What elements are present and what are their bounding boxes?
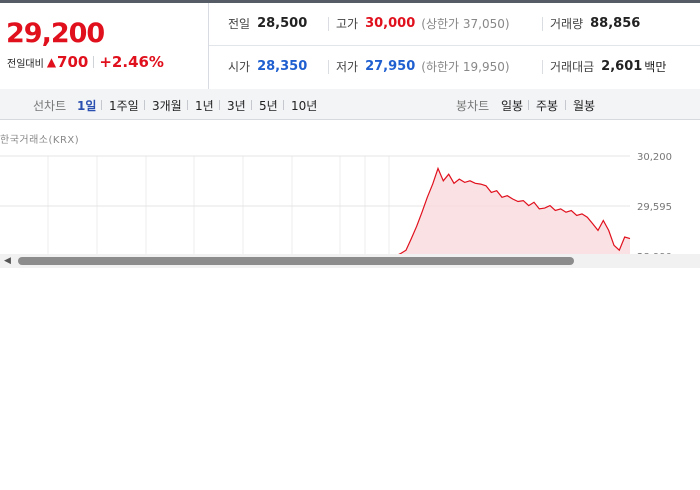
divider <box>251 100 252 110</box>
stat-limit: (하한가 19,950) <box>421 60 510 74</box>
current-price: 29,200 <box>6 18 105 49</box>
change-percent: +2.46% <box>99 53 164 71</box>
divider <box>144 100 145 110</box>
intraday-chart: 30,200 29,595 28,990 <box>0 152 672 255</box>
stat-value: 88,856 <box>590 16 641 31</box>
stats-grid: 전일 28,500 고가 30,000 (상한가 37,050) 거래량 88,… <box>209 3 700 89</box>
stat-label: 전일 <box>228 17 251 31</box>
y-tick-label: 29,595 <box>637 202 672 213</box>
stat-volume: 거래량 88,856 <box>550 15 640 32</box>
change-value: 700 <box>57 53 89 71</box>
stat-open: 시가 28,350 <box>228 58 307 75</box>
candle-monthly-tab[interactable]: 월봉 <box>573 99 596 113</box>
divider <box>565 100 566 110</box>
scroll-thumb[interactable] <box>18 257 574 265</box>
divider <box>542 60 543 74</box>
stat-label: 거래대금 <box>550 60 595 74</box>
candle-weekly-tab[interactable]: 주봉 <box>536 99 559 113</box>
top-border <box>0 0 700 3</box>
divider <box>283 100 284 110</box>
period-3m-tab[interactable]: 3개월 <box>152 99 182 113</box>
divider <box>219 100 220 110</box>
stat-label: 거래량 <box>550 17 584 31</box>
stat-limit: (상한가 37,050) <box>421 17 510 31</box>
candle-daily-tab[interactable]: 일봉 <box>501 99 524 113</box>
divider <box>93 56 95 68</box>
data-source: 한국거래소(KRX) <box>0 135 80 146</box>
chart-toolbar: 선차트 1일 1주일 3개월 1년 3년 5년 10년 봉차트 일봉 주봉 월봉 <box>0 89 700 120</box>
chart-scrollbar[interactable]: ◀ <box>0 254 700 268</box>
stat-high: 고가 30,000 (상한가 37,050) <box>336 15 510 32</box>
stat-value: 27,950 <box>365 59 416 74</box>
quote-panel: 29,200 전일대비 ▲ 700 +2.46% 전일 28,500 고가 30… <box>0 3 700 90</box>
stat-unit: 백만 <box>644 60 667 74</box>
period-1w-tab[interactable]: 1주일 <box>109 99 139 113</box>
row-divider <box>209 45 700 46</box>
divider <box>101 100 102 110</box>
stat-low: 저가 27,950 (하한가 19,950) <box>336 58 510 75</box>
period-5y-tab[interactable]: 5년 <box>259 99 278 113</box>
stat-trade-amount: 거래대금 2,601 백만 <box>550 58 666 75</box>
price-area <box>390 168 630 255</box>
price-line <box>396 166 631 255</box>
y-tick-label: 28,990 <box>637 252 672 255</box>
scroll-left-icon[interactable]: ◀ <box>4 256 11 266</box>
candle-chart-label: 봉차트 <box>456 99 490 113</box>
line-chart-label: 선차트 <box>33 99 67 113</box>
stat-value: 30,000 <box>365 16 416 31</box>
divider <box>528 100 529 110</box>
period-1y-tab[interactable]: 1년 <box>195 99 214 113</box>
stat-label: 고가 <box>336 17 359 31</box>
price-box: 29,200 전일대비 ▲ 700 +2.46% <box>0 3 209 89</box>
change-label: 전일대비 <box>7 58 44 70</box>
stat-label: 시가 <box>228 60 251 74</box>
stat-prev-close: 전일 28,500 <box>228 15 307 32</box>
up-triangle-icon: ▲ <box>46 55 57 69</box>
period-10y-tab[interactable]: 10년 <box>291 99 318 113</box>
change-row: 전일대비 ▲ 700 +2.46% <box>7 53 164 71</box>
stat-value: 28,500 <box>257 16 308 31</box>
divider <box>542 17 543 31</box>
period-1d-tab[interactable]: 1일 <box>77 99 97 113</box>
stat-value: 2,601 <box>601 59 643 74</box>
divider <box>187 100 188 110</box>
y-tick-label: 30,200 <box>637 152 672 163</box>
divider <box>328 60 329 74</box>
stat-value: 28,350 <box>257 59 308 74</box>
divider <box>328 17 329 31</box>
period-3y-tab[interactable]: 3년 <box>227 99 246 113</box>
stat-label: 저가 <box>336 60 359 74</box>
